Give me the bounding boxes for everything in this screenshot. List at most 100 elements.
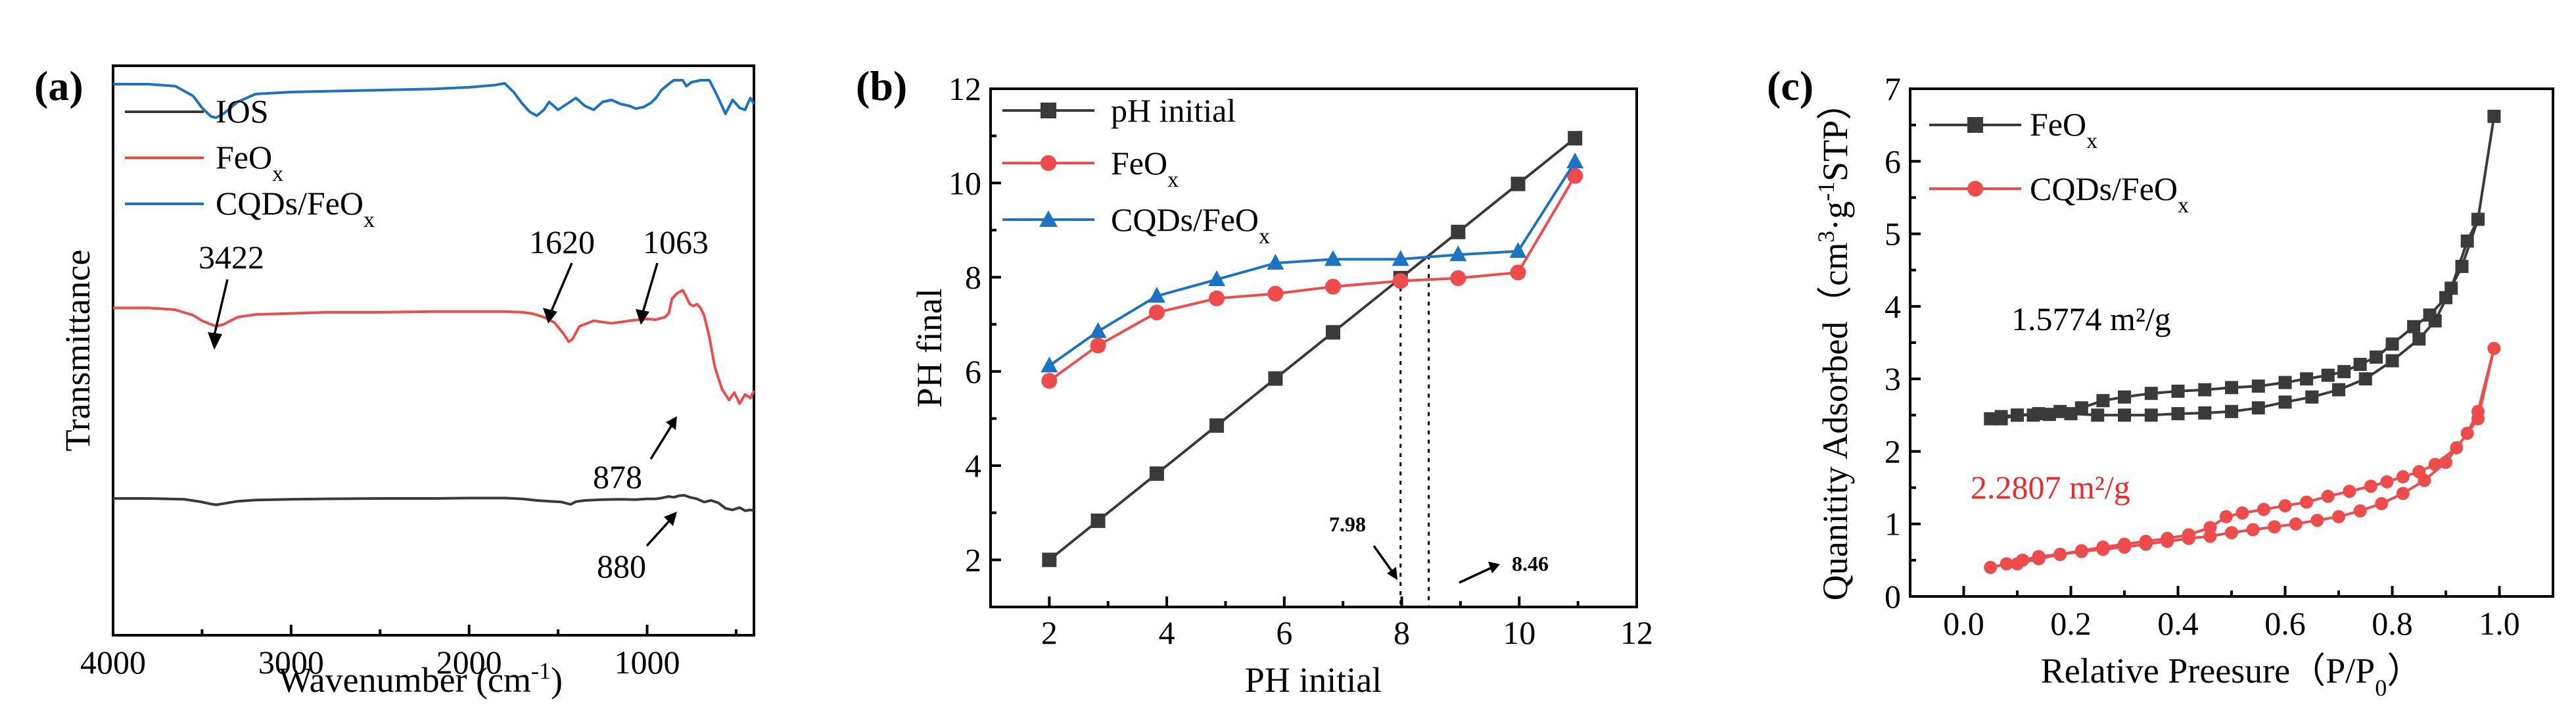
point-b-ph-initial: [1325, 325, 1340, 340]
point-b-feo: [1450, 270, 1466, 286]
point-c-cqds-feo: [2074, 544, 2088, 558]
annotation-7-98: 7.98: [1329, 512, 1366, 536]
legend-label-ph-initial: pH initial: [1111, 92, 1236, 129]
y-tick-label-b-8: 8: [965, 259, 981, 296]
point-b-feo: [1510, 264, 1526, 281]
x-axis-title-a: Wavenumber (cm-1): [279, 658, 563, 700]
arrowhead-7-98: [1387, 567, 1397, 580]
legend-label-cqds: CQDs/FeOx: [216, 185, 375, 232]
panel-label-a: (a): [34, 62, 83, 109]
arrow-878: [649, 424, 674, 460]
y-tick-label-c-3: 3: [1885, 360, 1901, 397]
point-b-cqds-feo: [1148, 287, 1165, 303]
point-c-cqds-feo: [2096, 541, 2110, 554]
point-c-feo: [2471, 212, 2485, 226]
legend-marker-square: [1041, 103, 1056, 118]
point-b-cqds-feo: [1509, 242, 1527, 258]
legend-label-feox-b: FeOx: [1111, 145, 1179, 192]
x-tick-label-a-1000: 1000: [615, 644, 680, 681]
arrowhead-8-46: [1488, 562, 1500, 573]
y-tick-label-c-4: 4: [1885, 288, 1901, 325]
point-c-cqds-feo: [2053, 548, 2067, 562]
annotations-a: 3422 1620 1063 878 880: [199, 224, 709, 585]
point-c-feo: [2370, 351, 2383, 364]
point-c-cqds-feo: [2310, 514, 2324, 527]
x-tick-label-b-2: 2: [1041, 614, 1058, 651]
annotation-bet-feox: 1.5774 m²/g: [2011, 301, 2171, 337]
point-c-feo: [2118, 408, 2131, 422]
point-c-cqds-feo: [2396, 470, 2410, 484]
point-b-cqds-feo: [1267, 254, 1284, 270]
point-c-cqds-feo: [2300, 495, 2314, 509]
series-line-b-cqds-feo: [1048, 160, 1576, 367]
annotation-1620: 1620: [529, 224, 595, 260]
x-tick-label-c-0.8: 0.8: [2372, 605, 2413, 642]
point-c-cqds-feo: [2000, 557, 2013, 571]
point-c-feo: [1984, 412, 1998, 425]
point-c-cqds-feo: [2236, 506, 2249, 520]
series-line-b-feo: [1048, 175, 1576, 382]
point-b-feo: [1267, 285, 1284, 302]
point-c-feo: [2278, 375, 2292, 389]
point-c-cqds-feo: [2412, 465, 2426, 479]
point-b-feo: [1041, 373, 1058, 389]
x-tick-label-c-1.0: 1.0: [2479, 605, 2520, 642]
y-tick-label-b-10: 10: [948, 164, 981, 201]
point-b-feo: [1148, 304, 1165, 321]
point-c-cqds-feo: [2139, 535, 2153, 548]
series-group-a: [113, 79, 755, 512]
y-tick-label-b-6: 6: [965, 353, 981, 390]
point-c-feo: [2225, 404, 2238, 418]
arrowhead-3422: [208, 332, 222, 350]
point-b-ph-initial: [1568, 131, 1583, 146]
annotation-bet-cqds: 2.2807 m²/g: [1971, 469, 2130, 506]
x-tick-label-b-4: 4: [1159, 614, 1175, 651]
point-b-cqds-feo: [1208, 270, 1226, 287]
point-c-cqds-feo: [2246, 523, 2260, 537]
x-axis-title-c: Relative Preesure（P/P0）: [2041, 651, 2422, 701]
plot-frame-b: [989, 87, 1638, 608]
annotation-3422: 3422: [199, 239, 264, 276]
point-b-ph-initial: [1510, 176, 1526, 191]
y-tick-label-c-2: 2: [1885, 433, 1901, 470]
legend-marker-square-c: [1967, 117, 1983, 133]
series-group-c: [1984, 109, 2501, 574]
point-c-feo: [2144, 408, 2158, 422]
y-tick-label-c-1: 1: [1885, 506, 1901, 543]
point-b-cqds-feo: [1449, 245, 1467, 262]
point-c-cqds-feo: [2380, 475, 2394, 489]
point-c-feo: [2278, 395, 2292, 409]
point-c-feo: [2385, 337, 2399, 351]
x-tick-label-a-3000: 3000: [258, 644, 324, 681]
point-c-cqds-feo: [2219, 510, 2233, 523]
annotation-880: 880: [597, 548, 646, 585]
y-tick-label-c-5: 5: [1885, 216, 1901, 253]
x-ticks-a: 4000 3000 2000 1000: [80, 625, 738, 681]
point-c-feo: [2042, 408, 2056, 422]
point-c-feo: [2337, 365, 2351, 379]
annotation-1063: 1063: [643, 224, 709, 260]
panel-b: (b) 2 4 6 8 10 12 2 4 6 8 10 12 PH initial PH final…: [856, 62, 1653, 700]
point-c-cqds-feo: [2450, 441, 2464, 454]
point-c-feo: [2011, 408, 2024, 422]
plot-frame-a: [112, 64, 755, 637]
point-b-feo: [1567, 168, 1583, 184]
arrowhead-878: [666, 416, 677, 430]
point-c-feo: [2407, 320, 2421, 333]
point-c-cqds-feo: [2289, 517, 2303, 531]
point-c-feo: [2225, 381, 2238, 395]
x-tick-label-a-2000: 2000: [436, 644, 502, 681]
x-axis-title-b: PH initial: [1245, 660, 1382, 700]
point-c-feo: [2198, 383, 2212, 397]
ticks-c: 0.0 0.2 0.4 0.6 0.8 1.0 0 1 2 3 4 5 6 7: [1885, 70, 2520, 642]
point-b-cqds-feo: [1392, 250, 1409, 266]
arrowhead-880: [664, 512, 677, 526]
legend-marker-circle: [1041, 155, 1056, 171]
point-c-feo: [2171, 407, 2185, 421]
series-group-b: [1041, 131, 1584, 568]
point-b-feo: [1392, 273, 1409, 289]
point-c-cqds-feo: [2118, 537, 2131, 551]
point-c-cqds-feo: [2161, 531, 2174, 545]
point-c-feo: [1994, 412, 2008, 425]
